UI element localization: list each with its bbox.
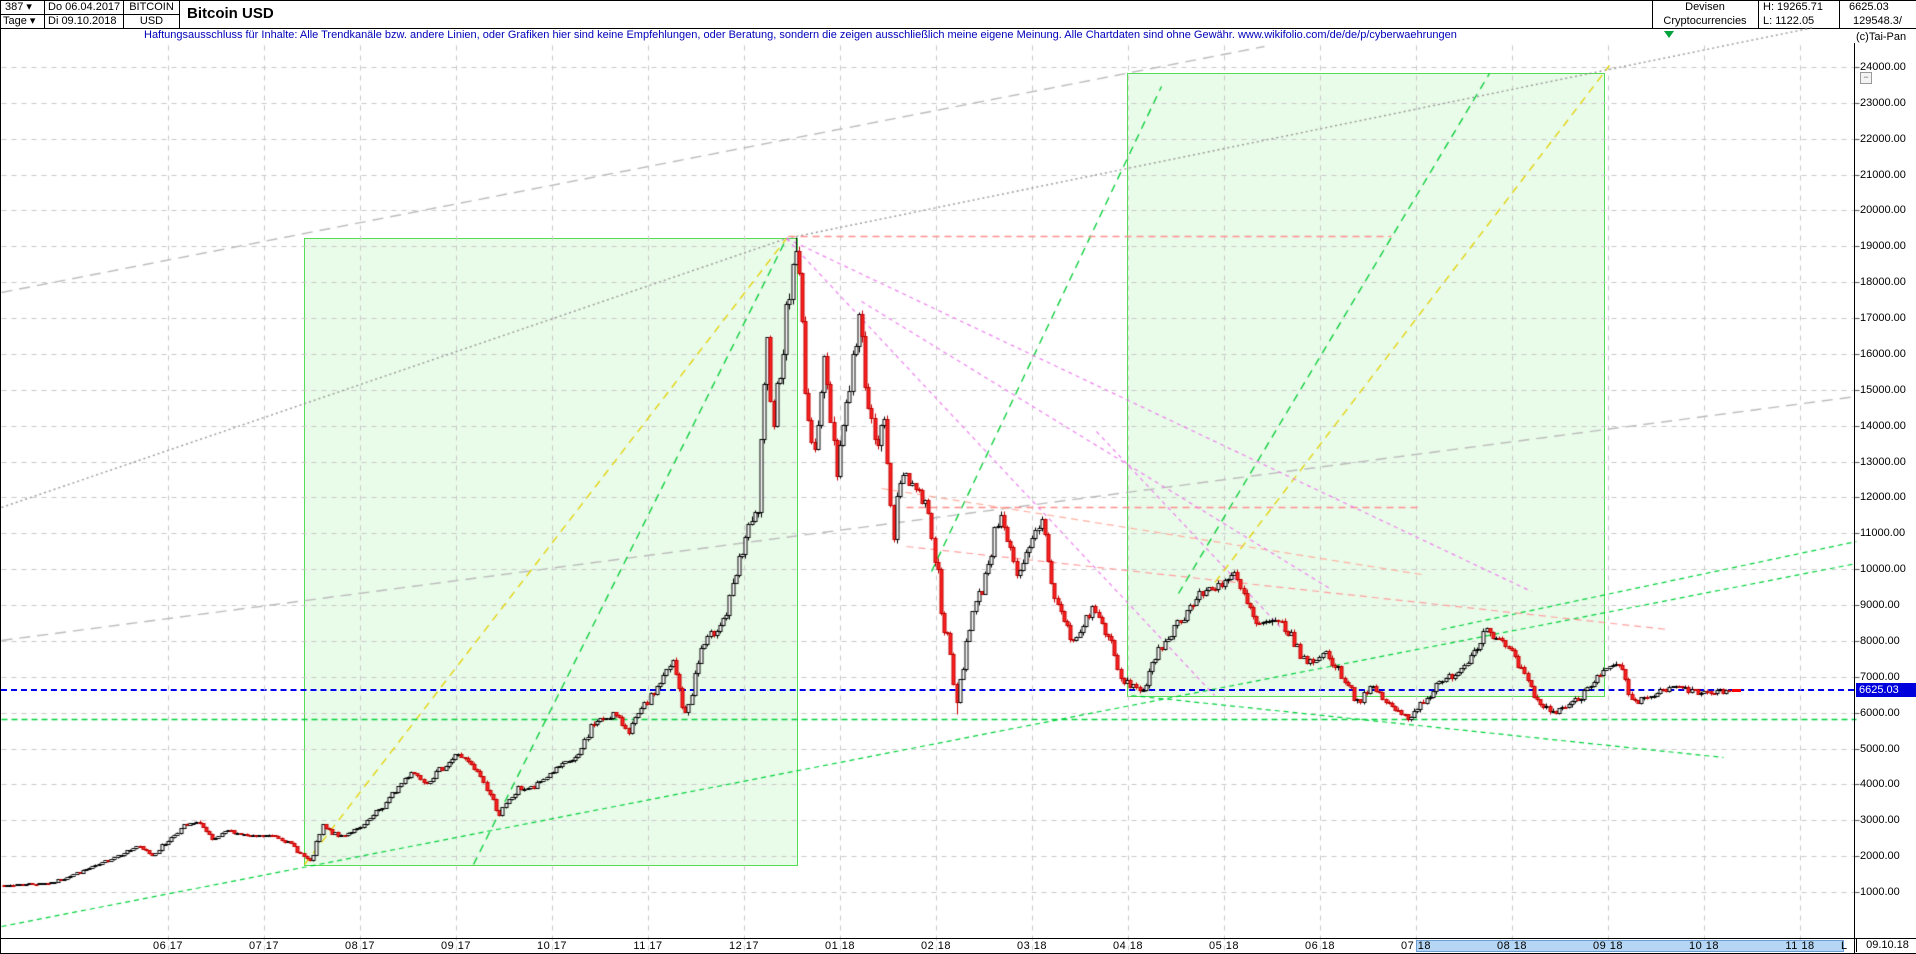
price-axis-label: 10000.00 <box>1860 563 1906 576</box>
date-axis-label: 03 18 <box>1016 940 1048 952</box>
price-axis-label: 18000.00 <box>1860 276 1906 289</box>
price-axis-label: 11000.00 <box>1860 527 1906 540</box>
price-axis-label: 13000.00 <box>1860 455 1906 468</box>
price-axis-label: 5000.00 <box>1860 742 1900 755</box>
date-axis-label: 08 17 <box>344 940 376 952</box>
last-price-tick <box>1732 689 1741 692</box>
date-axis-label: 12 17 <box>728 940 760 952</box>
price-axis-label: 3000.00 <box>1860 814 1900 827</box>
date-axis-label: 06 17 <box>152 940 184 952</box>
price-axis-label: 2000.00 <box>1860 850 1900 863</box>
marker-triangle-icon <box>1664 31 1674 38</box>
date-axis-label: 07 17 <box>248 940 280 952</box>
price-axis-label: 19000.00 <box>1860 240 1906 253</box>
price-axis-label: 22000.00 <box>1860 132 1906 145</box>
date-axis-label: 09 18 <box>1592 940 1624 952</box>
price-axis-label: 21000.00 <box>1860 168 1906 181</box>
price-axis-label: 16000.00 <box>1860 347 1906 360</box>
date-axis-label: 01 18 <box>824 940 856 952</box>
current-price-chip: 6625.03 <box>1856 683 1916 698</box>
date-axis-label: 07 18 <box>1400 940 1432 952</box>
date-axis-label: 02 18 <box>920 940 952 952</box>
date-axis-label: 10 18 <box>1688 940 1720 952</box>
disclaimer-text: Haftungsausschluss für Inhalte: Alle Tre… <box>144 29 1457 41</box>
date-axis-label: 06 18 <box>1304 940 1336 952</box>
price-axis-label: 23000.00 <box>1860 96 1906 109</box>
price-axis-label: 17000.00 <box>1860 312 1906 325</box>
x-axis-line <box>1 938 1916 939</box>
price-axis-label: 1000.00 <box>1860 886 1900 898</box>
price-axis-label: 6000.00 <box>1860 706 1900 719</box>
price-axis-label: 4000.00 <box>1860 778 1900 791</box>
last-date-cell: 09.10.18 <box>1856 939 1916 952</box>
date-axis-label: 11 18 <box>1785 940 1815 952</box>
date-axis-label: 08 18 <box>1496 940 1528 952</box>
last-marker-label: L <box>1841 940 1848 952</box>
date-axis-label: 09 17 <box>440 940 472 952</box>
price-axis-label: 9000.00 <box>1860 599 1900 612</box>
price-axis-label: 24000.00 <box>1860 61 1906 73</box>
price-axis-label: 7000.00 <box>1860 670 1900 683</box>
y-axis-line <box>1854 43 1855 953</box>
price-axis-label: 14000.00 <box>1860 419 1906 432</box>
price-axis-label: 12000.00 <box>1860 491 1906 504</box>
collapse-axis-button[interactable]: − <box>1860 72 1872 84</box>
date-axis-label: 05 18 <box>1208 940 1240 952</box>
date-axis-label: 10 17 <box>536 940 568 952</box>
price-axis-label: 15000.00 <box>1860 383 1906 396</box>
price-axis-label: 8000.00 <box>1860 634 1900 647</box>
price-axis-label: 20000.00 <box>1860 204 1906 217</box>
date-axis-label: 11 17 <box>633 940 663 952</box>
date-axis-label: 04 18 <box>1112 940 1144 952</box>
